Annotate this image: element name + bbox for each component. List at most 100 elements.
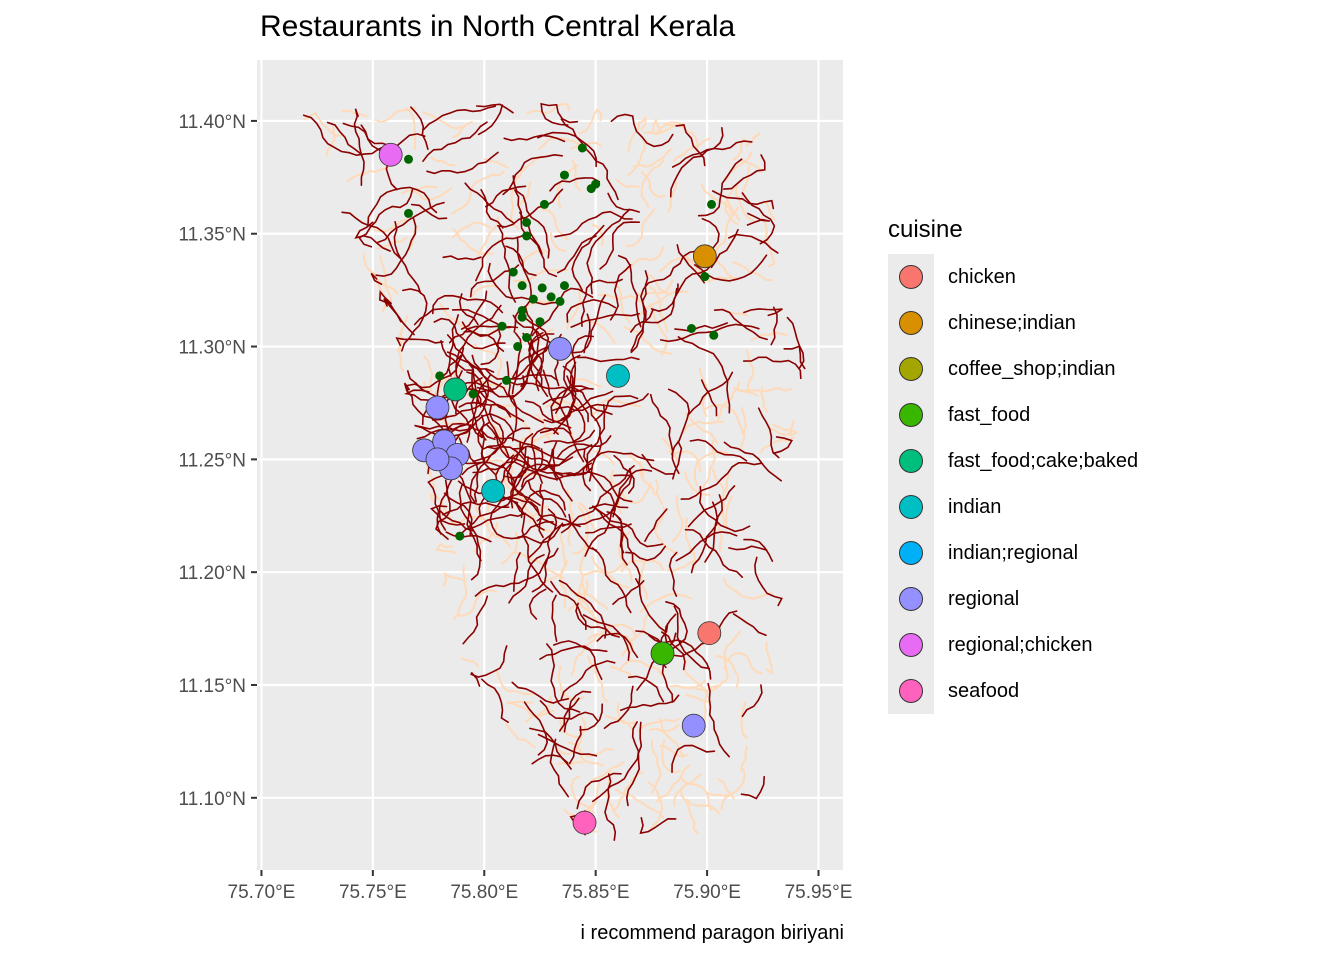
major-road	[486, 445, 564, 477]
minor-road	[715, 519, 723, 553]
legend-label: regional	[948, 588, 1020, 610]
major-road	[710, 228, 739, 269]
major-road	[539, 645, 608, 660]
major-road	[741, 192, 776, 245]
minor-road	[647, 273, 672, 296]
legend-key	[888, 530, 934, 576]
major-road	[644, 508, 668, 542]
major-road	[446, 334, 495, 373]
major-road	[531, 508, 558, 593]
major-road	[570, 312, 640, 328]
legend-label: regional;chicken	[948, 634, 1093, 656]
minor-road	[638, 461, 656, 496]
major-road	[576, 356, 640, 363]
minor-road	[404, 107, 417, 150]
minor-road	[648, 285, 669, 333]
small-point	[522, 231, 532, 241]
x-tick-label: 75.70°E	[228, 882, 296, 903]
minor-road	[656, 764, 691, 803]
major-road	[459, 381, 496, 395]
legend-swatch	[899, 633, 923, 657]
minor-road	[567, 580, 589, 612]
major-road	[728, 233, 779, 254]
major-road	[448, 325, 500, 344]
major-road	[461, 461, 541, 506]
major-road	[511, 332, 522, 395]
major-road	[410, 203, 448, 220]
small-point	[517, 281, 527, 291]
major-road	[486, 423, 530, 467]
major-road	[426, 151, 499, 175]
major-road	[393, 221, 422, 294]
major-road	[554, 210, 633, 238]
minor-road	[435, 542, 457, 555]
major-road	[403, 382, 444, 430]
major-road	[477, 104, 504, 136]
y-tick-label: 11.10°N	[179, 789, 246, 810]
x-axis: 75.70°E 75.75°E 75.80°E 75.85°E 75.90°E 75.95…	[228, 870, 853, 903]
minor-road	[557, 665, 585, 701]
minor-road	[686, 798, 721, 815]
major-road	[401, 288, 428, 352]
major-road	[367, 186, 438, 226]
major-road	[513, 552, 521, 592]
major-road	[326, 121, 362, 155]
minor-road	[520, 501, 556, 537]
major-road	[599, 221, 640, 270]
small-point	[404, 154, 414, 164]
major-road	[458, 293, 479, 326]
minor-road	[725, 197, 741, 221]
major-road	[502, 153, 563, 196]
minor-road	[513, 551, 565, 580]
major-road	[302, 114, 387, 157]
major-road	[613, 468, 653, 477]
minor-road	[457, 589, 497, 617]
minor-road	[612, 282, 631, 324]
major-road	[732, 613, 767, 636]
major-road	[530, 427, 559, 484]
major-road	[550, 385, 590, 424]
minor-road	[477, 216, 499, 257]
x-tick-label: 75.95°E	[785, 882, 853, 903]
major-road	[342, 122, 426, 147]
legend-label: fast_food	[948, 404, 1031, 426]
major-road	[370, 272, 383, 285]
major-road	[639, 817, 677, 835]
small-point	[559, 281, 569, 291]
major-road	[558, 697, 580, 732]
minor-road	[723, 630, 741, 683]
major-road	[754, 556, 783, 607]
major-road	[433, 317, 506, 350]
major-road	[442, 501, 510, 516]
minor-road	[652, 117, 663, 134]
major-road	[698, 485, 751, 533]
major-road	[474, 547, 559, 597]
minor-road	[650, 739, 662, 794]
major-road	[460, 290, 488, 330]
major-road	[472, 454, 515, 474]
minor-road	[682, 420, 725, 433]
major-road	[609, 264, 632, 321]
major-road	[571, 386, 589, 423]
minor-road	[429, 493, 454, 525]
minor-road	[766, 420, 796, 437]
minor-road	[765, 641, 773, 675]
major-road	[610, 113, 674, 148]
small-point	[404, 208, 414, 218]
major-road	[514, 501, 554, 593]
legend-swatch	[899, 311, 923, 335]
major-road	[503, 456, 529, 479]
legend-label: chicken	[948, 266, 1016, 288]
minor-road	[614, 482, 652, 504]
small-point	[508, 267, 518, 277]
minor-road	[735, 387, 792, 393]
major-road	[422, 121, 488, 162]
minor-road	[623, 326, 673, 355]
minor-road	[648, 723, 680, 733]
major-road	[552, 441, 558, 481]
major-road	[680, 462, 763, 500]
minor-road	[685, 694, 712, 704]
legend-labels: chicken chinese;indian coffee_shop;indian f…	[948, 254, 1138, 714]
major-road	[455, 304, 502, 383]
x-tick-label: 75.90°E	[673, 882, 741, 903]
